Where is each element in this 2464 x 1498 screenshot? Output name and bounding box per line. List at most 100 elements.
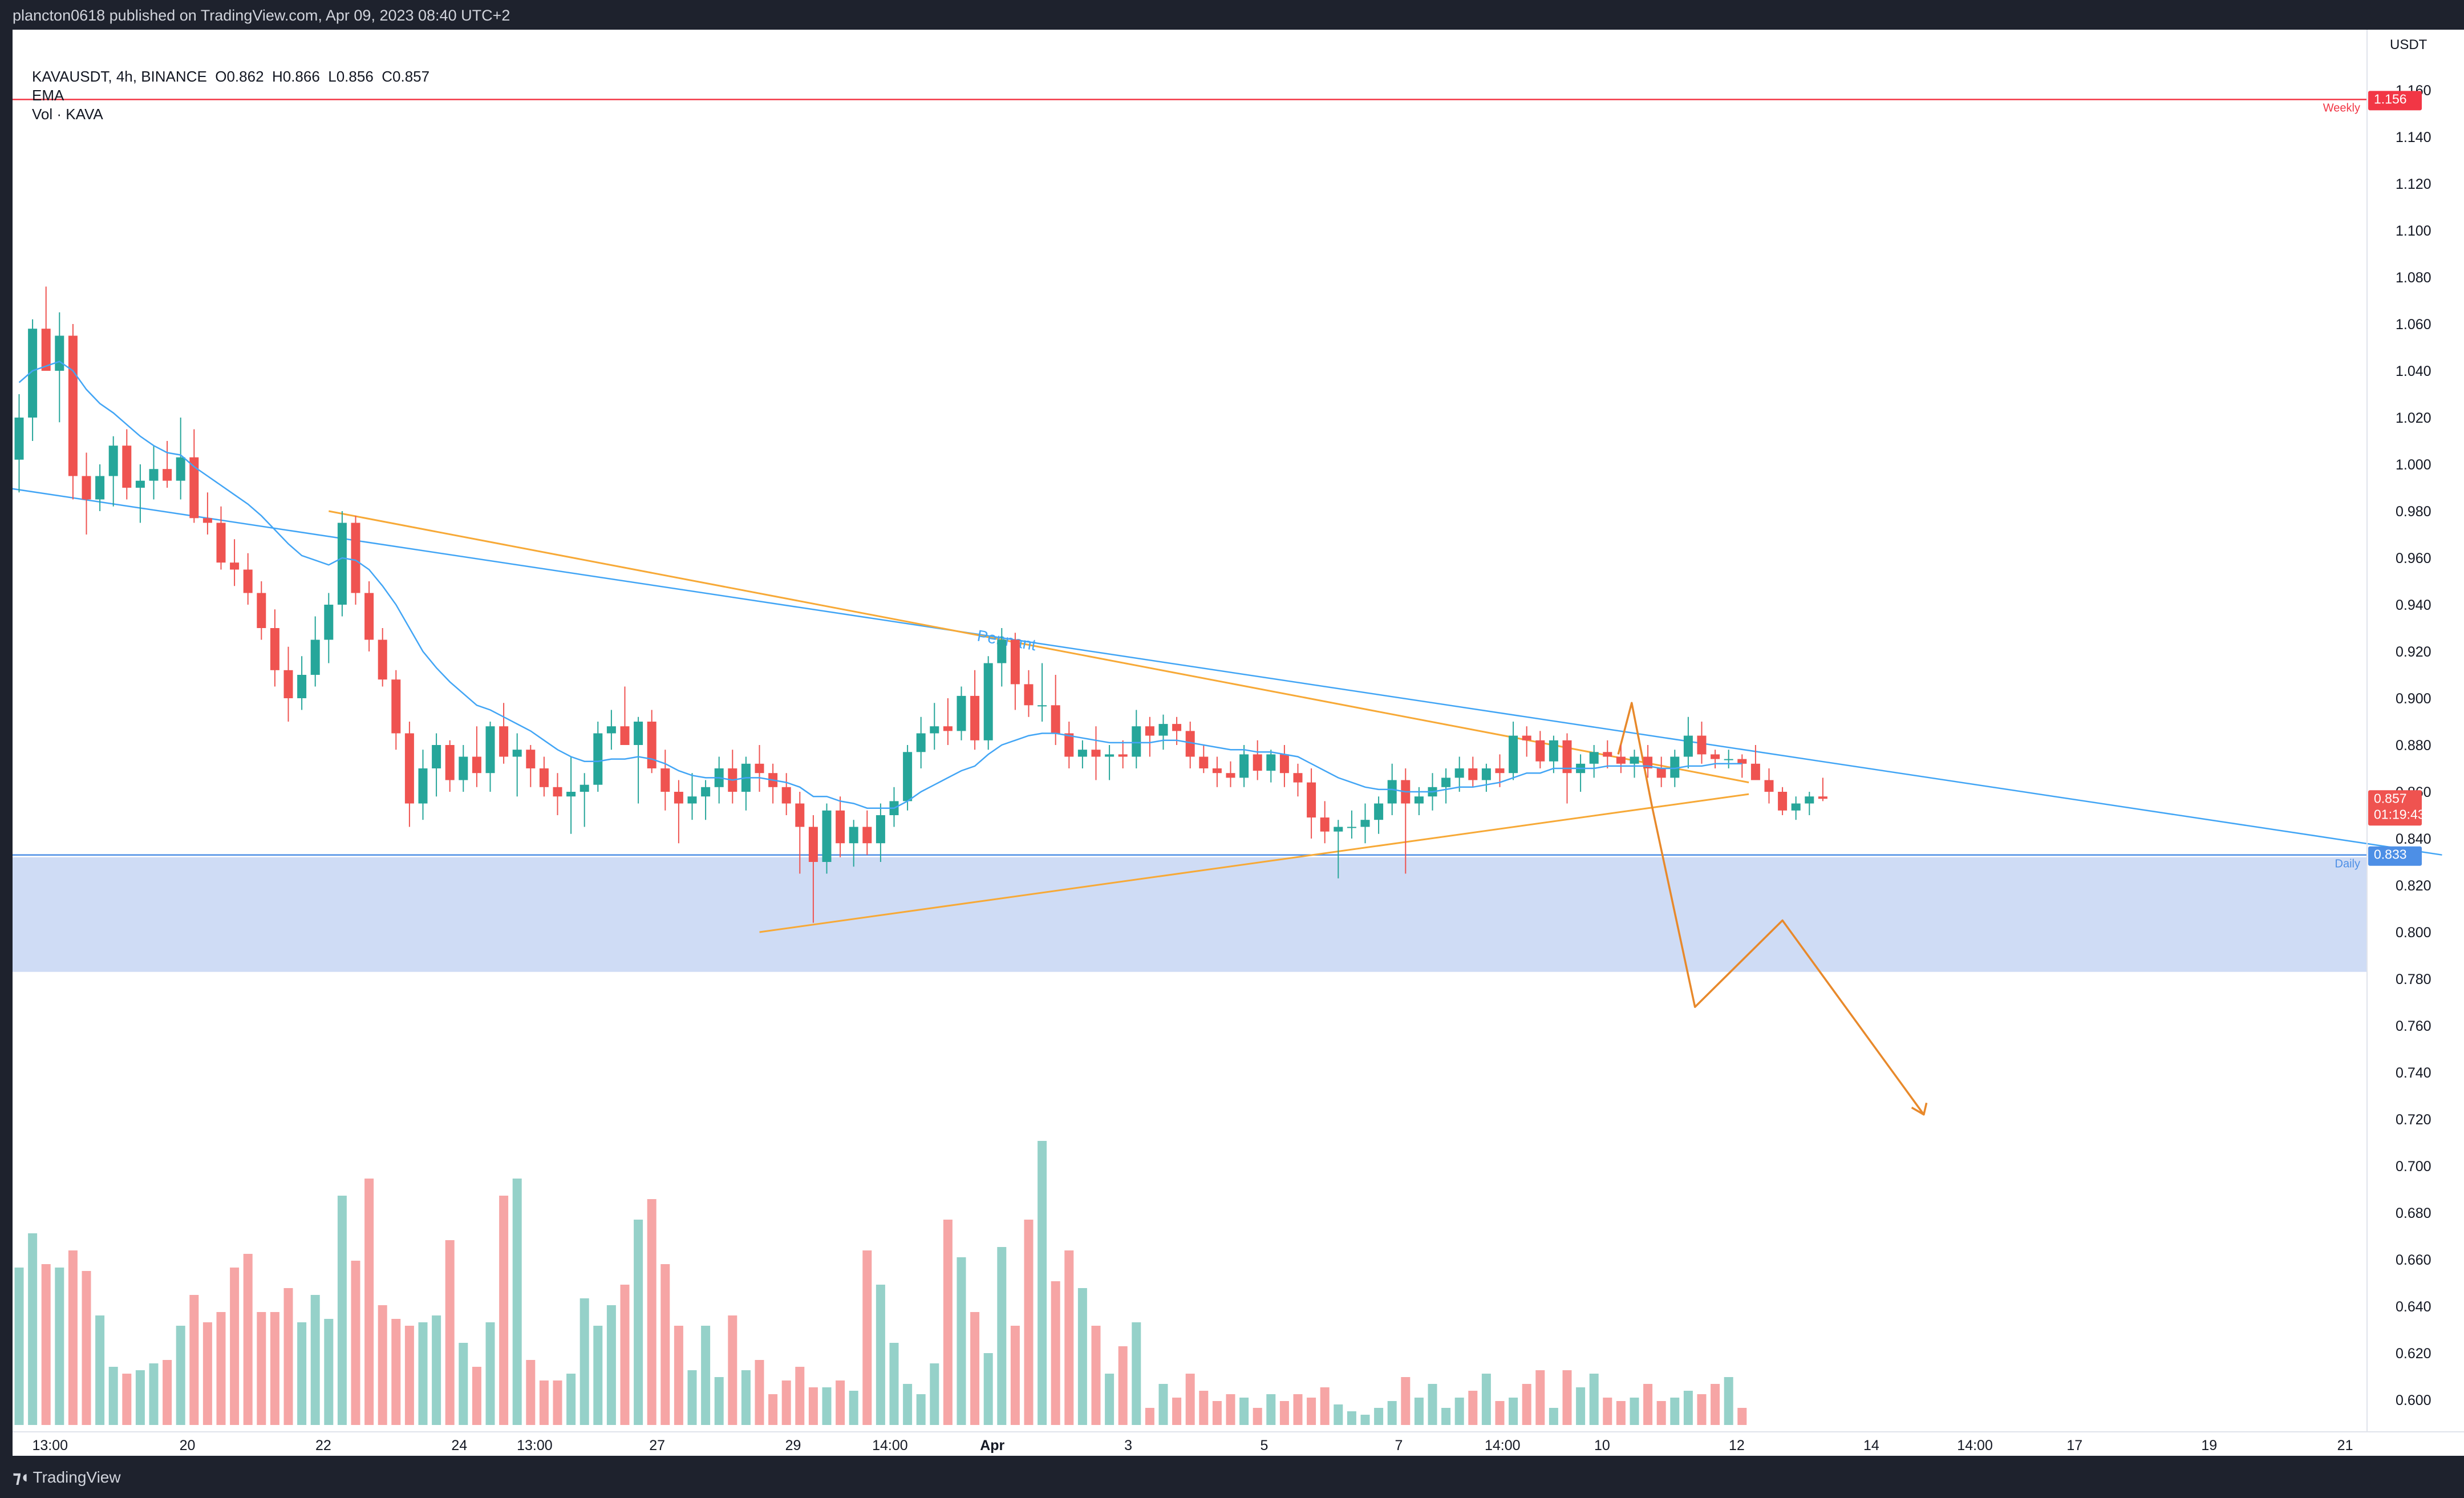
candle-body: [606, 726, 616, 734]
volume-bar: [593, 1326, 603, 1425]
volume-bar: [1441, 1408, 1451, 1425]
volume-bar: [889, 1343, 899, 1425]
time-tick-label: 14:00: [1485, 1438, 1521, 1454]
volume-bar: [997, 1247, 1007, 1425]
chart-frame[interactable]: Weekly Daily Pennant USDT 0.600 0.620 0.640 0…: [13, 30, 2464, 1456]
candle-body: [337, 523, 347, 605]
volume-bar: [283, 1288, 293, 1425]
candle-body: [122, 446, 132, 488]
candle-body: [1064, 733, 1074, 757]
price-tick-label: 0.700: [2396, 1159, 2431, 1175]
time-tick-label: 14:00: [872, 1438, 908, 1454]
projection-arrowhead: [1911, 1102, 1928, 1116]
candle-body: [687, 796, 697, 804]
volume-bar: [1091, 1326, 1101, 1425]
last-price-tag: [2368, 790, 2422, 826]
candle-body: [459, 756, 468, 780]
chart-legend: KAVAUSDT, 4h, BINANCE O0.862 H0.866 L0.8…: [32, 67, 429, 124]
candle-body: [1495, 768, 1505, 774]
candle-body: [781, 787, 791, 804]
volume-bar: [1077, 1288, 1087, 1425]
volume-bar: [1670, 1398, 1680, 1425]
time-tick-label: 19: [2201, 1438, 2217, 1454]
last-price-tag-text: 0.857: [2374, 791, 2407, 805]
candle-body: [1562, 740, 1572, 774]
volume-bar: [1603, 1398, 1612, 1425]
tradingview-logo[interactable]: ⁊◖ TradingView: [13, 1467, 121, 1487]
candle-body: [862, 827, 872, 844]
candle-body: [916, 733, 926, 752]
price-tick-label: 1.040: [2396, 363, 2431, 379]
candle-body: [1711, 754, 1720, 759]
candle-body: [1185, 731, 1195, 757]
legend-volume[interactable]: Vol · KAVA: [32, 106, 103, 123]
last-price-tag-text: 01:19:43: [2374, 807, 2425, 821]
candle-body: [163, 469, 172, 481]
volume-bar: [95, 1315, 105, 1425]
price-tick-label: 0.760: [2396, 1018, 2431, 1034]
volume-bar: [1266, 1394, 1276, 1425]
volume-bar: [714, 1377, 724, 1425]
candle-body: [202, 518, 212, 523]
volume-bar: [1024, 1220, 1034, 1425]
tradingview-logo-icon: ⁊◖: [13, 1468, 30, 1487]
candle-body: [55, 335, 64, 371]
candle-body: [1549, 740, 1558, 762]
volume-bar: [553, 1380, 562, 1425]
price-tick-label: 0.800: [2396, 925, 2431, 941]
time-tick-label: 14:00: [1957, 1438, 1993, 1454]
volume-bar: [1724, 1377, 1733, 1425]
candle-body: [970, 695, 980, 740]
candle-body: [1616, 756, 1626, 764]
levels-layer: Weekly Daily: [13, 99, 2367, 871]
candle-body: [1334, 827, 1343, 832]
candle-body: [364, 593, 374, 640]
candle-body: [1535, 740, 1545, 762]
candle-body: [1454, 768, 1464, 778]
daily-price-tag: [2368, 846, 2422, 866]
volume-bar: [1334, 1404, 1343, 1425]
candle-body: [1118, 754, 1128, 757]
price-tick-label: 1.020: [2396, 410, 2431, 426]
candle-body: [930, 726, 939, 734]
price-tick-label: 0.940: [2396, 597, 2431, 613]
volume-bar: [1697, 1394, 1707, 1425]
candle-body: [28, 329, 38, 418]
candle-body: [149, 469, 159, 481]
volume-bar: [781, 1380, 791, 1425]
volume-bar: [1132, 1322, 1141, 1425]
volume-bar: [862, 1250, 872, 1425]
legend-ema[interactable]: EMA: [32, 87, 64, 104]
candle-body: [108, 446, 118, 476]
volume-bar: [310, 1295, 320, 1425]
candle-body: [1818, 796, 1827, 799]
volume-bar: [230, 1268, 240, 1425]
volume-layer: [14, 1141, 1747, 1425]
candle-body: [82, 476, 91, 500]
time-tick-label: 17: [2066, 1438, 2082, 1454]
price-chart[interactable]: Weekly Daily Pennant USDT 0.600 0.620 0.640 0…: [13, 30, 2464, 1456]
time-tick-label: 5: [1261, 1438, 1269, 1454]
candle-body: [1603, 752, 1612, 757]
volume-bar: [1630, 1398, 1639, 1425]
price-tick-label: 0.720: [2396, 1112, 2431, 1128]
volume-bar: [741, 1370, 751, 1425]
candle-body: [1481, 768, 1491, 780]
volume-bar: [499, 1196, 509, 1425]
price-tick-label: 0.780: [2396, 971, 2431, 987]
projection-path: [1617, 702, 1925, 1115]
legend-symbol[interactable]: KAVAUSDT, 4h, BINANCE O0.862 H0.866 L0.8…: [32, 68, 430, 85]
volume-bar: [1307, 1398, 1316, 1425]
candle-body: [674, 792, 683, 804]
volume-bar: [620, 1285, 630, 1425]
candle-body: [257, 593, 266, 628]
volume-bar: [1360, 1415, 1370, 1425]
volume-bar: [485, 1322, 495, 1425]
price-tick-label: 0.740: [2396, 1065, 2431, 1081]
time-tick-label: Apr: [980, 1438, 1004, 1454]
candle-body: [1132, 726, 1141, 757]
time-tick-label: 3: [1124, 1438, 1132, 1454]
daily-level-label: Daily: [2335, 858, 2360, 871]
bottom-bar: ⁊◖ TradingView: [0, 1456, 2464, 1498]
time-tick-label: 21: [2337, 1438, 2353, 1454]
